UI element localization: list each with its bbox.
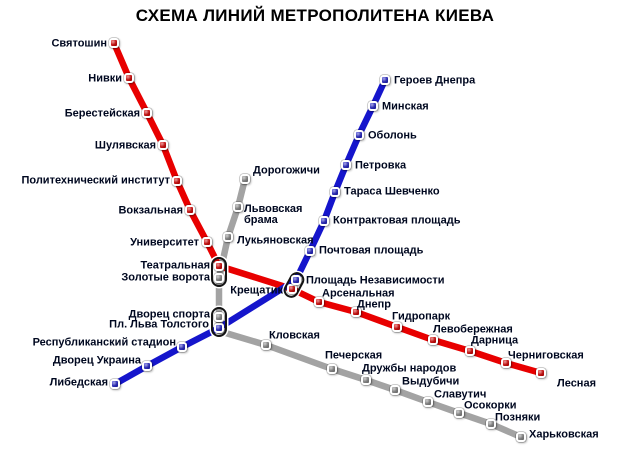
station-dot [423, 397, 433, 407]
station-label: Крещатик [230, 284, 283, 297]
station-label: Контрактовая площадь [333, 214, 461, 227]
station-dot [142, 361, 152, 371]
station-dot [390, 385, 400, 395]
metro-red-line [110, 39, 545, 377]
station-label: Нивки [88, 72, 122, 85]
map-title: СХЕМА ЛИНИЙ МЕТРОПОЛИТЕНА КИЕВА [135, 6, 495, 25]
station-label: Черниговская [508, 349, 584, 362]
station-label: Дарница [471, 334, 519, 347]
metro-gray-line [215, 175, 525, 441]
station-label: Дворец Украина [52, 354, 141, 367]
station-dot [110, 379, 120, 389]
station-dot [214, 273, 224, 283]
station-dot [214, 261, 224, 271]
station-dot [319, 216, 329, 226]
station-label: Днепр [357, 298, 391, 311]
station-label: Петровка [355, 159, 407, 172]
station-dot [233, 202, 243, 212]
station-dot [158, 140, 168, 150]
station-label: Почтовая площадь [319, 244, 424, 257]
station-label: Дружбы народов [362, 362, 457, 375]
station-label: Пл. Льва Толстого [109, 318, 209, 331]
station-dot [202, 237, 212, 247]
station-label: Выдубичи [402, 375, 460, 388]
station-dot [177, 342, 187, 352]
station-dot [380, 75, 390, 85]
station-label: Лукьяновская [237, 234, 314, 247]
station-label: Святошин [51, 37, 107, 50]
station-label: Театральная [140, 259, 210, 272]
station-dot [124, 73, 134, 83]
station-label: Золотые ворота [121, 271, 210, 284]
station-label: Кловская [269, 329, 320, 342]
station-dot [261, 340, 271, 350]
station-label: Минская [382, 100, 429, 113]
station-label: Печерская [325, 349, 383, 362]
station-label: Харьковская [529, 428, 599, 441]
transfer-box-dvorets-sporta-lva-tolstogo [211, 307, 227, 337]
station-dot [368, 101, 378, 111]
station-label: Университет [130, 236, 199, 249]
station-label: Шулявская [94, 139, 156, 152]
station-label: Оболонь [368, 129, 417, 142]
station-dot [214, 312, 224, 322]
station-dot [109, 38, 119, 48]
station-label: Героев Днепра [394, 74, 476, 87]
station-dot [351, 307, 361, 317]
station-label: Арсенальная [322, 287, 395, 300]
station-dot [341, 160, 351, 170]
station-dot [305, 246, 315, 256]
station-dot [223, 232, 233, 242]
station-label: Берестейская [64, 107, 140, 120]
station-dot [172, 176, 182, 186]
station-label: Либедская [49, 376, 108, 389]
station-dot [392, 322, 402, 332]
station-label: Лесная [557, 377, 596, 390]
station-dot [291, 275, 301, 285]
station-dot [314, 297, 324, 307]
station-dot [330, 187, 340, 197]
station-label: Левобережная [433, 323, 513, 336]
station-dot [185, 205, 195, 215]
station-label: Позняки [495, 411, 541, 424]
station-dot [240, 174, 250, 184]
station-dot [428, 335, 438, 345]
station-dot [287, 284, 297, 294]
station-dot [142, 108, 152, 118]
station-label: Республиканский стадион [32, 336, 176, 349]
station-label: Тараса Шевченко [344, 185, 440, 198]
station-dot [516, 432, 526, 442]
station-label: Осокорки [464, 399, 517, 412]
station-label: Дорогожичи [253, 164, 320, 177]
station-dot [465, 346, 475, 356]
station-label: Львовская брама [244, 203, 303, 226]
station-dot [486, 419, 496, 429]
station-dot [327, 364, 337, 374]
station-dot [354, 130, 364, 140]
station-dot [536, 368, 546, 378]
station-label: Гидропарк [392, 310, 451, 323]
station-dot [361, 375, 371, 385]
station-dot [454, 408, 464, 418]
station-label: Славутич [434, 388, 487, 401]
station-label: Политехнический институт [21, 174, 170, 187]
station-dot [214, 323, 224, 333]
station-label: Дворец спорта [128, 308, 210, 321]
station-label: Площадь Независимости [306, 274, 445, 287]
transfer-box-teatralnaya-zolotye-vorota [211, 257, 227, 287]
station-dot [501, 358, 511, 368]
station-label: Вокзальная [118, 204, 183, 217]
